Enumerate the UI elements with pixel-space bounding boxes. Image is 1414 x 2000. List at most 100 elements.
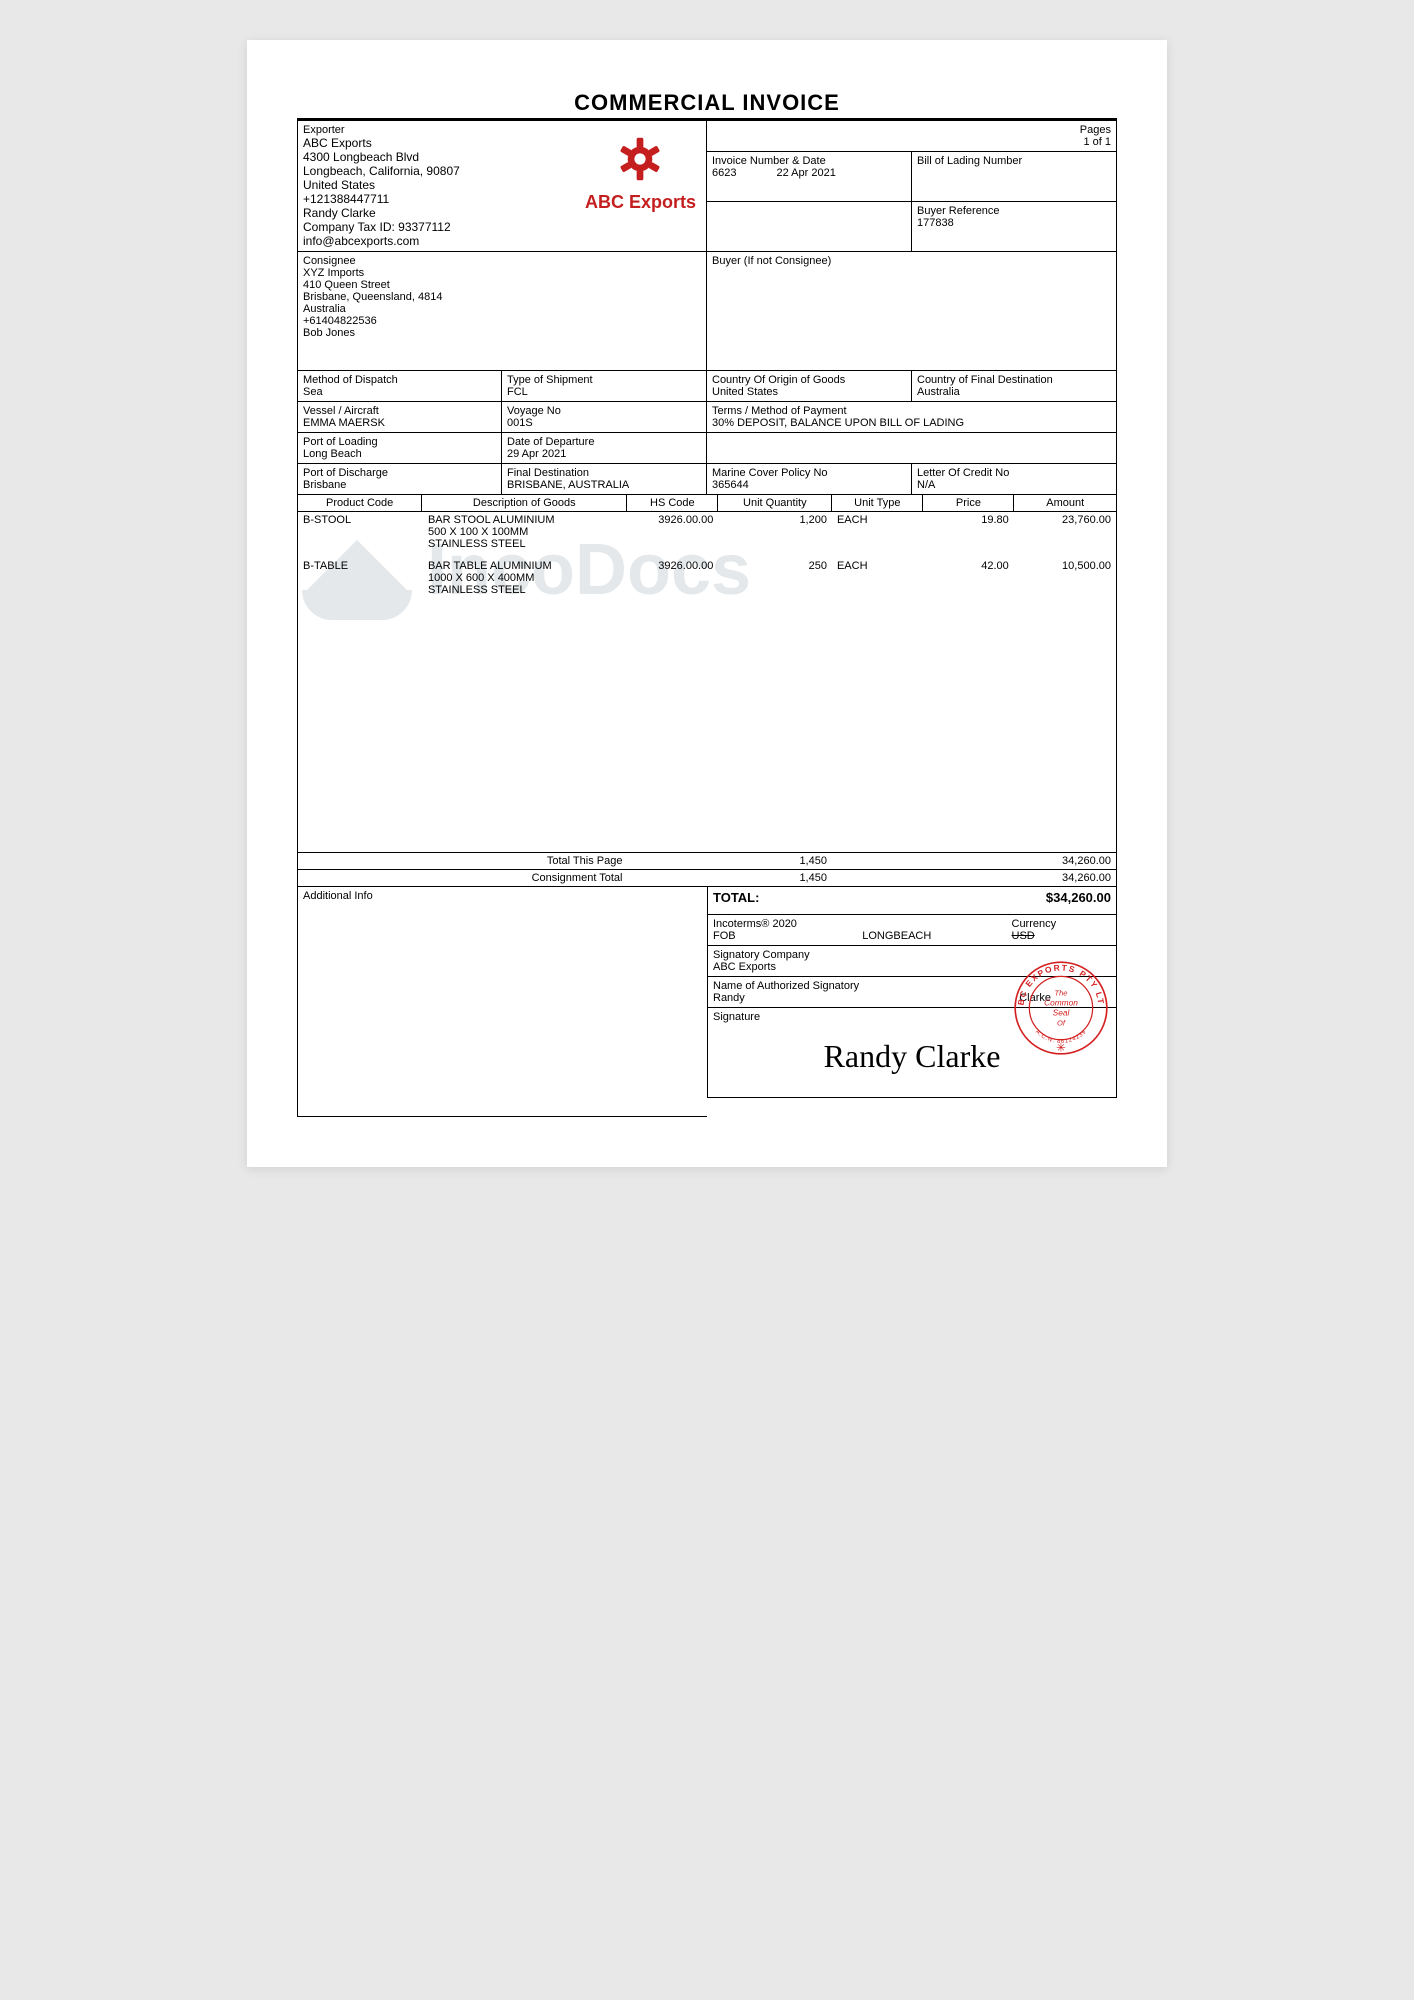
items-body: B-STOOLBAR STOOL ALUMINIUM500 X 100 X 10… [297,512,1117,852]
item-hs: 3926.00.00 [627,514,718,550]
port-loading: Port of LoadingLong Beach [297,433,502,464]
invoice-date: 22 Apr 2021 [776,167,835,179]
incoterms-place: LONGBEACH [862,930,1011,942]
footer: Additional Info TOTAL: $34,260.00 Incote… [297,887,1117,1117]
consignee-addr2: Brisbane, Queensland, 4814 [303,291,701,303]
final-dest: Final DestinationBRISBANE, AUSTRALIA [502,464,707,495]
consignee-addr1: 410 Queen Street [303,279,701,291]
item-row: B-STOOLBAR STOOL ALUMINIUM500 X 100 X 10… [298,512,1116,552]
marine-policy: Marine Cover Policy No365644 [707,464,912,495]
signature-block: Signature Randy Clarke ABC EXPORTS PTY L… [707,1008,1117,1098]
exporter-email: info@abcexports.com [303,234,701,248]
incoterms-row: Incoterms® 2020 FOB LONGBEACH Currency U… [707,915,1117,946]
items-header: Product Code Description of Goods HS Cod… [297,495,1117,512]
currency-label: Currency [1012,918,1112,930]
total-page-row: Total This Page 1,450 34,260.00 [297,852,1117,870]
buyer-label: Buyer (If not Consignee) [712,255,1111,267]
incoterms-label: Incoterms® 2020 [713,918,862,930]
invoice-number: 6623 [712,167,736,179]
auth-sig-first: Randy [713,992,912,1004]
consignee-cell: Consignee XYZ Imports 410 Queen Street B… [297,251,707,371]
hdr-code: Product Code [297,495,422,512]
logo: ABC Exports [585,131,696,213]
consignee-country: Australia [303,303,701,315]
item-qty: 250 [718,560,832,596]
buyer-ref-label: Buyer Reference [917,205,1111,217]
total-consignment-row: Consignment Total 1,450 34,260.00 [297,870,1117,887]
consignee-label: Consignee [303,255,701,267]
hdr-price: Price [923,495,1014,512]
gear-icon [612,131,668,187]
item-amount: 23,760.00 [1014,514,1116,550]
svg-text:Of: Of [1057,1019,1066,1028]
logo-text: ABC Exports [585,192,696,213]
invoice-label: Invoice Number & Date [712,155,906,167]
total-page-amount: 34,260.00 [1014,853,1116,869]
type-shipment: Type of ShipmentFCL [502,371,707,402]
inv-bill-row: Invoice Number & Date 6623 22 Apr 2021 B… [707,151,1117,251]
item-code: B-STOOL [298,514,423,550]
blank-cell [707,201,912,251]
item-desc: BAR STOOL ALUMINIUM500 X 100 X 100MMSTAI… [423,514,628,550]
bill-lading-cell: Bill of Lading Number [912,151,1117,201]
total-cons-qty: 1,450 [718,870,832,886]
item-qty: 1,200 [718,514,832,550]
ship-grid: Method of DispatchSea Type of ShipmentFC… [297,371,1117,495]
pages-label: Pages [712,124,1111,136]
hdr-qty: Unit Quantity [718,495,832,512]
page-title: COMMERCIAL INVOICE [297,90,1117,120]
total-cons-label: Consignment Total [298,870,627,886]
method-dispatch: Method of DispatchSea [297,371,502,402]
hdr-type: Unit Type [832,495,923,512]
total-label: TOTAL: [713,890,759,911]
currency-value: USD [1012,930,1112,942]
total-cons-amount: 34,260.00 [1014,870,1116,886]
pages-cell: Pages 1 of 1 [707,120,1117,151]
letter-credit: Letter Of Credit NoN/A [912,464,1117,495]
item-code: B-TABLE [298,560,423,596]
consignee-row: Consignee XYZ Imports 410 Queen Street B… [297,251,1117,371]
dest-country: Country of Final DestinationAustralia [912,371,1117,402]
item-type: EACH [832,560,923,596]
item-amount: 10,500.00 [1014,560,1116,596]
hdr-desc: Description of Goods [422,495,627,512]
pages-value: 1 of 1 [712,136,1111,148]
hdr-amount: Amount [1014,495,1117,512]
buyer-ref-value: 177838 [917,217,1111,229]
invoice-page: IncoDocs COMMERCIAL INVOICE Exporter ABC… [247,40,1167,1167]
item-hs: 3926.00.00 [627,560,718,596]
svg-text:Seal: Seal [1053,1008,1071,1018]
exporter-taxid: Company Tax ID: 93377112 [303,220,701,234]
voyage: Voyage No001S [502,402,707,433]
incoterms-code: FOB [713,930,862,942]
total-page-label: Total This Page [298,853,627,869]
total-page-qty: 1,450 [718,853,832,869]
additional-label: Additional Info [303,890,702,902]
consignee-name: XYZ Imports [303,267,701,279]
item-type: EACH [832,514,923,550]
svg-text:Common: Common [1044,998,1078,1008]
vessel: Vessel / AircraftEMMA MAERSK [297,402,502,433]
bill-lading-label: Bill of Lading Number [917,155,1111,167]
invoice-cell: Invoice Number & Date 6623 22 Apr 2021 [707,151,912,201]
total-value: $34,260.00 [1046,890,1111,911]
item-price: 19.80 [923,514,1014,550]
port-discharge: Port of DischargeBrisbane [297,464,502,495]
header-right: Pages 1 of 1 Invoice Number & Date 6623 … [707,120,1117,251]
svg-text:The: The [1055,989,1068,998]
item-price: 42.00 [923,560,1014,596]
exporter-block: Exporter ABC Exports 4300 Longbeach Blvd… [297,120,707,251]
item-row: B-TABLEBAR TABLE ALUMINIUM1000 X 600 X 4… [298,558,1116,598]
consignee-phone: +61404822536 [303,315,701,327]
consignee-contact: Bob Jones [303,327,701,339]
buyer-cell: Buyer (If not Consignee) [707,251,1117,371]
additional-info: Additional Info [297,887,707,1117]
header-row: Exporter ABC Exports 4300 Longbeach Blvd… [297,120,1117,251]
origin-country: Country Of Origin of GoodsUnited States [707,371,912,402]
date-departure: Date of Departure29 Apr 2021 [502,433,707,464]
total-row: TOTAL: $34,260.00 [707,887,1117,915]
seal-icon: ABC EXPORTS PTY LTD A.C.N. 86124239 The … [1011,958,1111,1058]
footer-right: TOTAL: $34,260.00 Incoterms® 2020 FOB LO… [707,887,1117,1117]
svg-text:✳: ✳ [1056,1041,1066,1054]
item-desc: BAR TABLE ALUMINIUM1000 X 600 X 400MMSTA… [423,560,628,596]
